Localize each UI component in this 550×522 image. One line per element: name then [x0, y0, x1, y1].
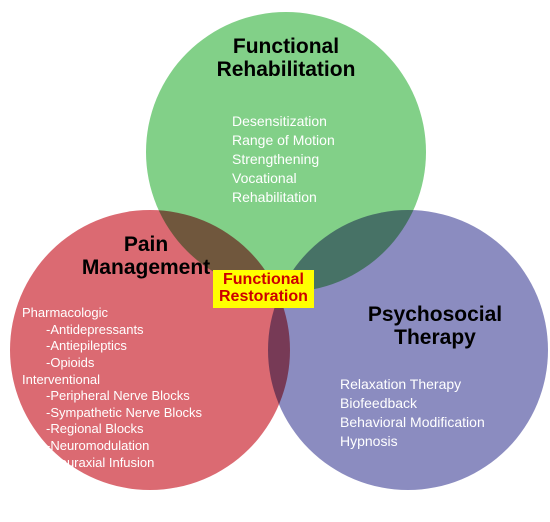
title-line: Pain: [124, 233, 168, 256]
list-item: Desensitization: [232, 112, 335, 131]
list-item: Rehabilitation: [232, 188, 335, 207]
title-line: Psychosocial: [368, 303, 502, 326]
list-item: Strengthening: [232, 150, 335, 169]
title-line: Rehabilitation: [217, 58, 356, 81]
list-item: Biofeedback: [340, 394, 485, 413]
list-item: Vocational: [232, 169, 335, 188]
list-item: -Antidepressants: [22, 322, 202, 339]
list-item: -Neuromodulation: [22, 438, 202, 455]
list-item: -Regional Blocks: [22, 421, 202, 438]
list-item: -Antiepileptics: [22, 338, 202, 355]
list-item: -Neuraxial Infusion: [22, 455, 202, 472]
group-heading: Pharmacologic: [22, 305, 202, 322]
center-line: Functional: [223, 271, 304, 288]
center-line: Restoration: [219, 288, 308, 305]
items-functional-rehabilitation: Desensitization Range of Motion Strength…: [232, 112, 335, 206]
group-heading: Interventional: [22, 372, 202, 389]
title-line: Management: [82, 256, 210, 279]
list-item: -Opioids: [22, 355, 202, 372]
title-line: Therapy: [394, 326, 476, 349]
title-functional-rehabilitation: Functional Rehabilitation: [146, 35, 426, 81]
list-item: -Sympathetic Nerve Blocks: [22, 405, 202, 422]
list-item: -Peripheral Nerve Blocks: [22, 388, 202, 405]
list-item: Behavioral Modification: [340, 413, 485, 432]
title-pain-management: Pain Management: [66, 233, 226, 279]
list-item: Range of Motion: [232, 131, 335, 150]
list-item: Hypnosis: [340, 432, 485, 451]
center-label-functional-restoration: Functional Restoration: [213, 270, 314, 308]
list-item: Relaxation Therapy: [340, 375, 485, 394]
title-line: Functional: [233, 35, 339, 58]
title-psychosocial-therapy: Psychosocial Therapy: [330, 303, 540, 349]
items-pain-management: Pharmacologic -Antidepressants -Antiepil…: [22, 305, 202, 471]
items-psychosocial-therapy: Relaxation Therapy Biofeedback Behaviora…: [340, 375, 485, 451]
